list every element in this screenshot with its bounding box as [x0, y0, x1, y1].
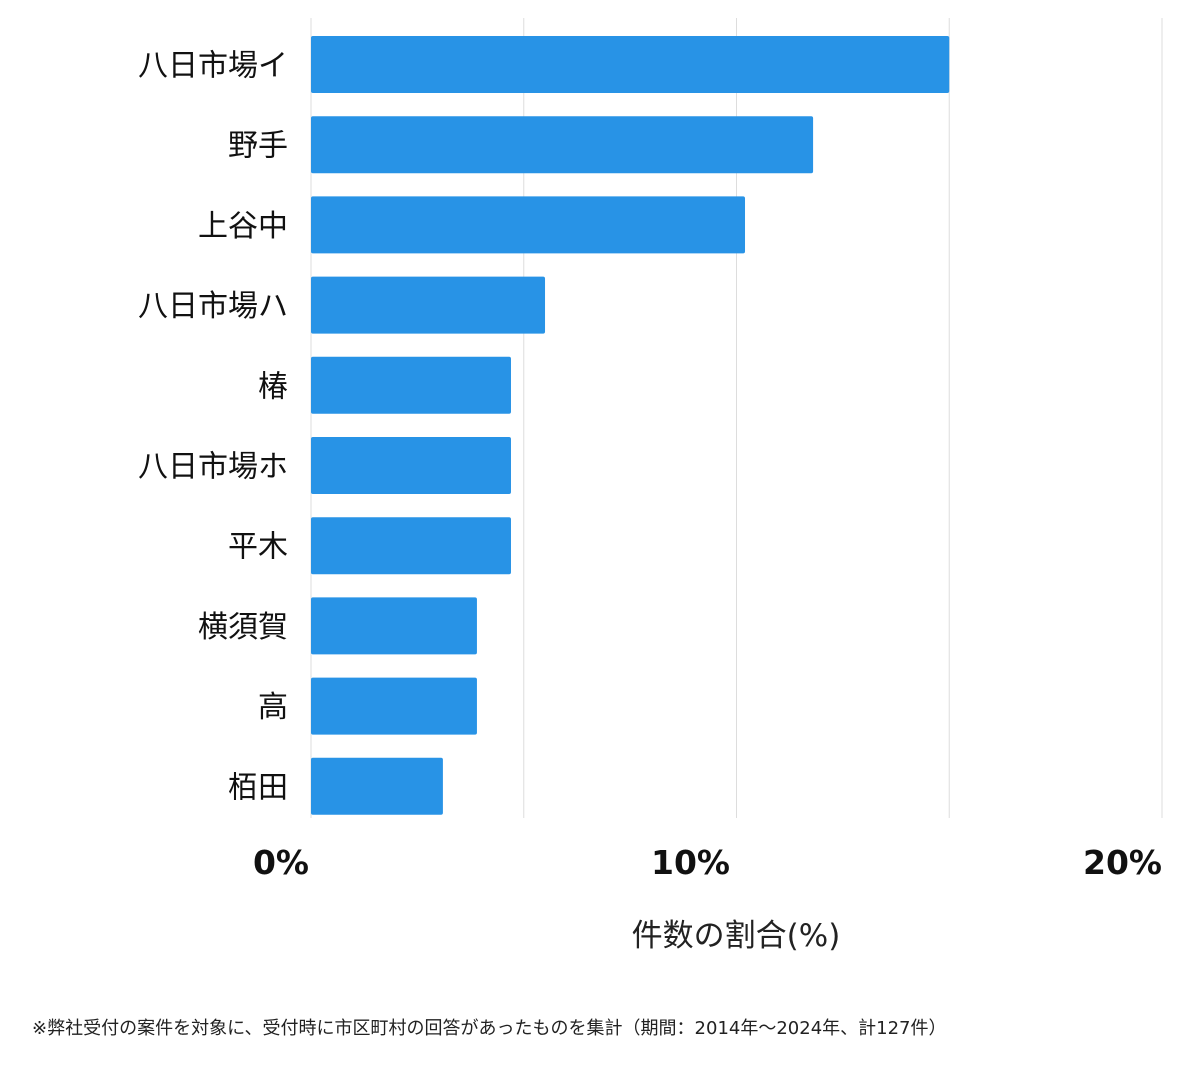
bar-4: [311, 276, 546, 334]
bar-1: [311, 36, 950, 93]
category-label: 高: [258, 690, 288, 725]
x-tick-labels: 0% 10% 20%: [253, 843, 1162, 882]
footnote: ※弊社受付の案件を対象に、受付時に市区町村の回答があったものを集計（期間：201…: [32, 1018, 947, 1039]
category-label: 椿: [258, 369, 288, 404]
category-label: 上谷中: [198, 209, 288, 244]
category-label: 横須賀: [198, 610, 288, 645]
x-axis-title: 件数の割合(%): [632, 918, 841, 954]
bar-10: [311, 757, 443, 815]
category-label: 平木: [228, 530, 288, 565]
bars: [311, 36, 950, 815]
category-label: 八日市場イ: [138, 49, 288, 84]
bar-6: [311, 437, 511, 494]
category-label: 八日市場ホ: [138, 450, 288, 485]
bar-3: [311, 196, 746, 254]
x-tick-label: 0%: [253, 843, 309, 882]
x-tick-label: 10%: [651, 843, 730, 882]
x-tick-label: 20%: [1083, 843, 1162, 882]
bar-9: [311, 677, 477, 735]
category-label: 栢田: [228, 770, 288, 805]
bar-5: [311, 356, 511, 414]
bar-8: [311, 597, 477, 655]
category-label: 野手: [228, 129, 288, 164]
bar-7: [311, 517, 511, 575]
bar-2: [311, 116, 814, 174]
category-label: 八日市場ハ: [138, 289, 288, 324]
